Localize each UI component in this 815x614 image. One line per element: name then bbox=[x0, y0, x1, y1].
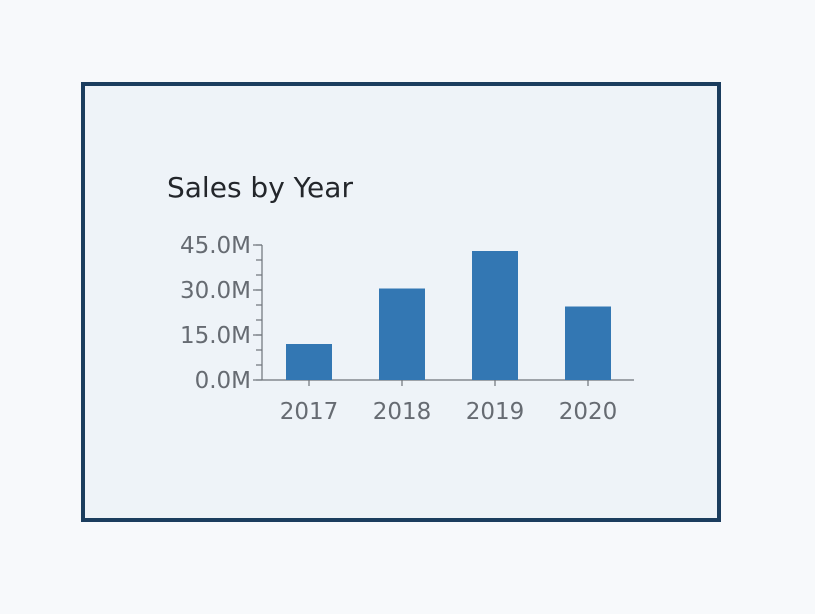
y-tick-label: 15.0M bbox=[180, 323, 251, 349]
bars-group bbox=[286, 251, 611, 380]
y-tick-label: 30.0M bbox=[180, 278, 251, 304]
x-axis: 2017 2018 2019 2020 bbox=[262, 379, 634, 425]
chart-title: Sales by Year bbox=[167, 171, 353, 204]
x-tick-label: 2020 bbox=[559, 399, 618, 425]
y-tick-label: 0.0M bbox=[195, 368, 251, 394]
bar-2018 bbox=[379, 288, 425, 380]
y-tick-label: 45.0M bbox=[180, 233, 251, 259]
x-tick-label: 2019 bbox=[466, 399, 525, 425]
bar-2020 bbox=[565, 306, 611, 380]
y-axis: 0.0M 15.0M 30.0M 45.0M bbox=[180, 233, 263, 394]
bar-2019 bbox=[472, 251, 518, 380]
x-tick-label: 2018 bbox=[373, 399, 432, 425]
x-tick-label: 2017 bbox=[280, 399, 339, 425]
bar-2017 bbox=[286, 344, 332, 380]
